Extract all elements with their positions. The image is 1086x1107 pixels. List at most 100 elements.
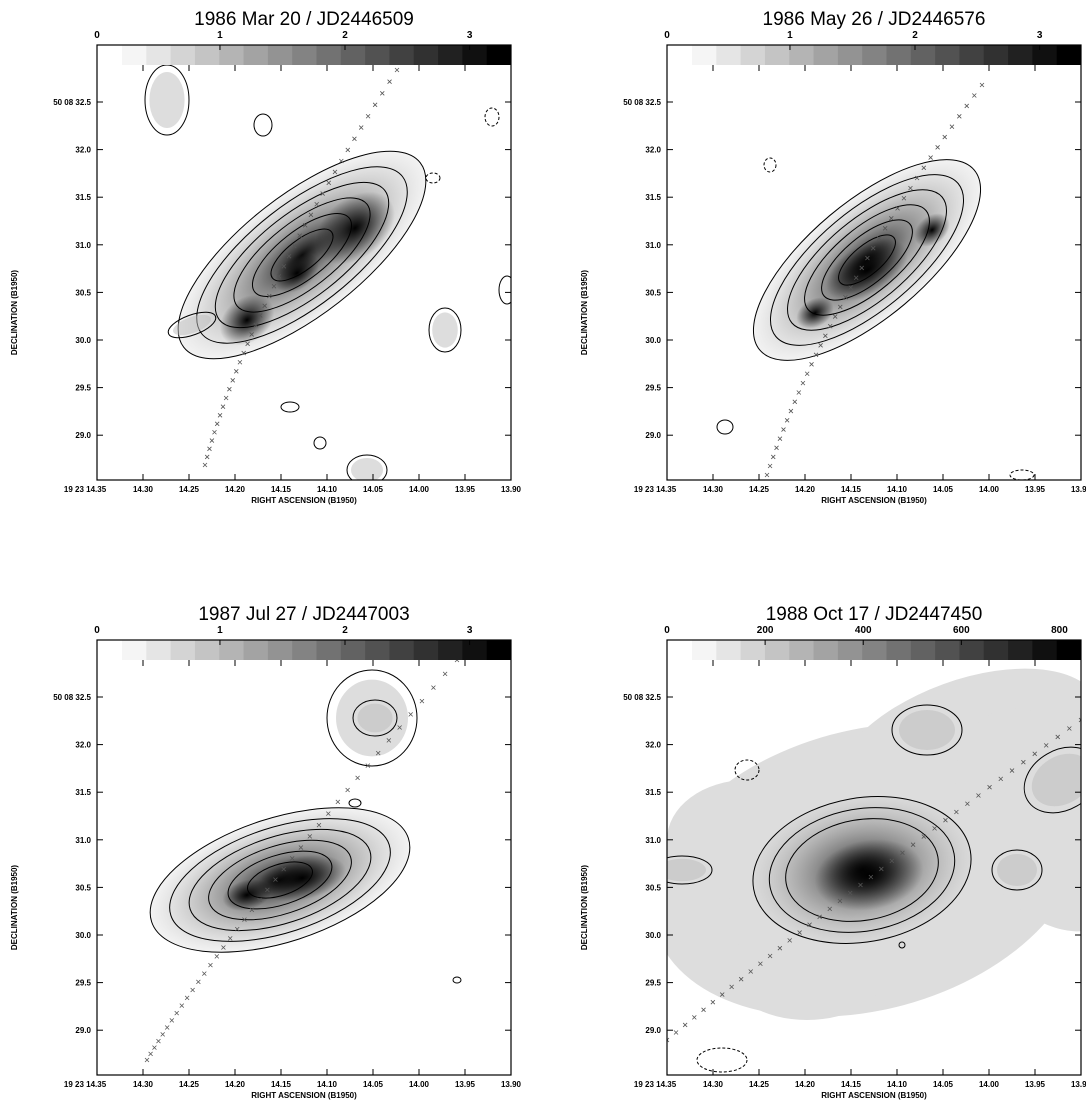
track-cross [202, 462, 208, 468]
colorbar-step [813, 45, 839, 65]
y-tick-label: 29.5 [645, 384, 661, 393]
track-cross [719, 992, 725, 997]
track-cross [777, 945, 783, 951]
colorbar-step [716, 45, 742, 65]
track-cross [204, 454, 210, 460]
map [667, 668, 1081, 1073]
track-cross [397, 725, 402, 730]
track-cross [832, 314, 838, 319]
track-cross [273, 877, 278, 882]
track-cross [308, 212, 314, 218]
track-cross [144, 1057, 150, 1063]
track-cross [764, 472, 770, 478]
map [144, 657, 462, 1063]
track-cross [908, 185, 913, 191]
track-cross [169, 1018, 175, 1023]
track-cross [253, 322, 259, 328]
colorbar-step [389, 45, 415, 65]
colorbar-step [716, 640, 742, 660]
track-cross [298, 845, 304, 850]
emission [667, 858, 706, 882]
track-cross [921, 165, 927, 171]
track-cross [942, 134, 948, 140]
x-tick-label: 19 23 14.35 [64, 485, 107, 494]
contour [425, 172, 441, 184]
track-cross [220, 404, 226, 409]
contour [752, 796, 972, 944]
colorbar-step [146, 640, 172, 660]
track-cross [774, 445, 779, 451]
y-tick-label: 30.0 [75, 336, 91, 345]
x-tick-label: 14.20 [225, 1080, 246, 1089]
contour [177, 150, 427, 360]
track-cross [265, 887, 270, 893]
y-tick-label: 32.0 [75, 146, 91, 155]
colorbar-step [389, 640, 415, 660]
contour [149, 807, 411, 953]
track-cross [797, 930, 802, 935]
track-cross [1055, 734, 1061, 740]
contour [227, 850, 333, 910]
panel: 1988 Oct 17 / JD2447450 0 200 400 600 800 50 0… [580, 604, 1086, 1100]
contour [428, 307, 462, 353]
colorbar-tick-label: 2 [342, 625, 348, 636]
colorbar-step [243, 45, 269, 65]
emission [357, 703, 393, 733]
y-tick-label: 31.0 [645, 836, 661, 845]
track-cross [800, 380, 806, 386]
colorbar-step [438, 640, 463, 660]
track-cross [234, 926, 240, 932]
x-tick-label: 14.10 [317, 1080, 338, 1089]
contour [696, 1047, 748, 1073]
colorbar-step [219, 640, 245, 660]
track-cross [964, 103, 970, 109]
x-tick-label: 14.30 [703, 485, 724, 494]
colorbar-step [146, 45, 172, 65]
contour [169, 818, 391, 942]
peak [315, 191, 395, 265]
track-cross [281, 866, 286, 872]
track-cross [276, 274, 282, 279]
track-cross [979, 82, 985, 88]
contour [891, 704, 963, 756]
colorbar-tick-label: 2 [912, 30, 918, 41]
y-tick-label: 29.0 [75, 431, 91, 440]
colorbar-step [194, 45, 220, 65]
colorbar-tick-label: 0 [94, 625, 100, 636]
track-cross [148, 1051, 153, 1057]
colorbar-step [1056, 45, 1082, 65]
colorbar-step [837, 45, 863, 65]
x-tick-label: 13.95 [1025, 485, 1046, 494]
contour [734, 759, 760, 781]
colorbar-step [365, 45, 390, 65]
track-cross [847, 890, 853, 896]
y-tick-label: 31.5 [645, 788, 661, 797]
track-cross [184, 995, 190, 1001]
emission [997, 854, 1037, 886]
colorbar-step [1056, 640, 1082, 660]
colorbar-step [316, 45, 342, 65]
colorbar-step [764, 45, 790, 65]
colorbar-step [122, 640, 147, 660]
colorbar-tick-label: 3 [467, 625, 473, 636]
x-tick-label: 13.90 [1071, 485, 1086, 494]
y-tick-label: 31.5 [75, 788, 91, 797]
y-tick-label: 31.0 [645, 241, 661, 250]
colorbar-step [170, 640, 196, 660]
track-cross [1032, 751, 1038, 757]
y-tick-label: 32.0 [75, 741, 91, 750]
track-cross [208, 962, 213, 968]
x-tick-label: 14.00 [409, 485, 430, 494]
track-cross [1043, 743, 1049, 748]
colorbar-step [122, 45, 147, 65]
track-cross [865, 255, 870, 261]
colorbar-step [813, 640, 839, 660]
y-tick-label: 30.5 [75, 288, 91, 297]
x-tick-label: 14.10 [887, 1080, 908, 1089]
track-cross [442, 671, 448, 677]
track-cross [302, 223, 308, 228]
colorbar-step [959, 640, 985, 660]
contour [821, 219, 913, 301]
colorbar-step [1008, 45, 1033, 65]
track-cross [307, 834, 313, 839]
